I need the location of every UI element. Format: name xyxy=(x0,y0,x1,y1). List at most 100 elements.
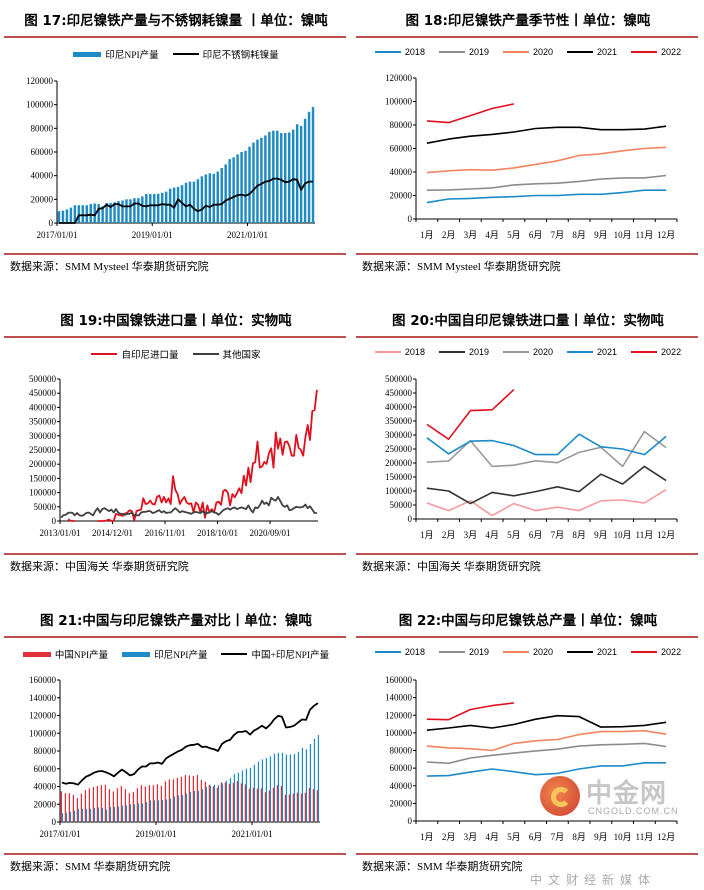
y-tick-label: 20000 xyxy=(34,799,57,809)
y-tick-label: 150000 xyxy=(385,472,413,482)
bar xyxy=(145,802,148,822)
bar xyxy=(61,813,64,822)
chart-panel-21: 图 21:中国与印尼镍铁产量对比丨单位：镍吨 中国NPI产量 印尼NPI产量 中国+… xyxy=(0,600,352,890)
bar xyxy=(276,130,279,223)
bar xyxy=(245,768,248,822)
bar xyxy=(96,786,98,822)
bar xyxy=(197,790,200,822)
bar xyxy=(204,174,208,223)
y-tick-label: 60000 xyxy=(31,147,54,157)
bar xyxy=(144,786,146,822)
bar xyxy=(145,194,148,223)
bar xyxy=(220,167,223,223)
series-line xyxy=(426,729,667,752)
bar xyxy=(60,791,62,822)
chart-title: 图 22:中国与印尼镍铁总产量丨单位：镍吨 xyxy=(398,613,658,629)
bar xyxy=(105,202,108,223)
y-tick-label: 0 xyxy=(408,816,413,826)
legend-line-swatch xyxy=(374,351,401,353)
chart-legend: 中国NPI产量 印尼NPI产量 中国+印尼NPI产量 xyxy=(0,647,352,661)
bar xyxy=(188,775,190,822)
bar xyxy=(89,808,92,822)
legend-item: 印尼不锈钢耗镍量 xyxy=(172,47,279,61)
bar xyxy=(236,154,239,223)
bar xyxy=(237,772,240,822)
bar xyxy=(304,792,306,822)
bar xyxy=(108,789,110,822)
bar xyxy=(192,181,196,223)
watermark-slogan: 中文财经新媒体 xyxy=(530,873,657,887)
legend-line-swatch xyxy=(374,651,401,653)
bar xyxy=(81,808,84,822)
bar xyxy=(249,767,252,822)
bar xyxy=(137,803,140,822)
bar xyxy=(244,150,247,223)
legend-item: 2020 xyxy=(502,47,553,57)
bar xyxy=(232,157,235,223)
y-tick-label: 60000 xyxy=(34,764,57,774)
chart-legend: 印尼NPI产量 印尼不锈钢耗镍量 xyxy=(0,47,352,61)
bar xyxy=(317,735,320,822)
bar xyxy=(69,207,73,223)
bar xyxy=(168,779,170,822)
y-tick-label: 300000 xyxy=(29,431,57,441)
legend-bar-swatch xyxy=(22,651,51,657)
bar xyxy=(172,779,174,822)
bar xyxy=(316,790,318,822)
bar xyxy=(184,182,188,223)
legend-label: 2018 xyxy=(404,647,425,657)
bar xyxy=(125,199,128,223)
y-tick-label: 300000 xyxy=(385,430,413,440)
bar xyxy=(216,787,218,822)
bar xyxy=(80,793,82,822)
bar xyxy=(305,749,308,822)
bar xyxy=(129,199,132,223)
series-line xyxy=(61,702,319,786)
bar xyxy=(292,793,294,822)
legend-line-swatch xyxy=(192,353,219,355)
x-tick-label: 2013/01/01 xyxy=(39,528,80,538)
bar xyxy=(284,133,287,223)
x-tick-label: 1月 xyxy=(420,832,434,842)
chart-legend: 自印尼进口量 其他国家 xyxy=(0,347,352,361)
bar xyxy=(125,805,128,822)
bar xyxy=(208,784,210,822)
bar xyxy=(291,129,295,223)
bar xyxy=(253,764,256,822)
legend-line-swatch xyxy=(631,651,658,653)
bar xyxy=(164,191,168,223)
bar xyxy=(160,192,164,223)
y-tick-label: 0 xyxy=(408,514,413,524)
y-tick-label: 450000 xyxy=(385,388,413,398)
x-tick-label: 10月 xyxy=(614,832,632,842)
x-tick-label: 2020/09/01 xyxy=(250,528,291,538)
bar xyxy=(117,201,120,223)
legend-item: 中国+印尼NPI产量 xyxy=(221,647,329,661)
title-divider xyxy=(4,636,346,638)
legend-label: 自印尼进口量 xyxy=(121,351,179,361)
bar xyxy=(296,792,298,822)
chart-plot: 0 50000 100000 150000 200000 250000 300000 3500… xyxy=(385,374,678,540)
bar xyxy=(81,205,85,223)
bar xyxy=(299,125,303,223)
bar xyxy=(69,811,72,822)
legend-item: 2020 xyxy=(502,647,553,657)
bar xyxy=(196,774,198,822)
y-tick-label: 0 xyxy=(52,817,57,827)
bar xyxy=(149,194,152,223)
y-tick-label: 40000 xyxy=(390,167,413,177)
bar xyxy=(301,747,304,822)
bar xyxy=(221,783,224,822)
bar xyxy=(244,784,246,822)
bar xyxy=(76,798,78,822)
bar xyxy=(177,795,180,822)
legend-item: 2021 xyxy=(567,47,617,57)
bar xyxy=(257,761,260,822)
bar xyxy=(105,809,108,822)
data-source: 数据来源：SMM Mysteel 华泰期货研究院 xyxy=(362,261,561,273)
series-line xyxy=(426,389,515,440)
legend-item: 2022 xyxy=(631,647,681,657)
bar xyxy=(297,751,300,822)
legend-line-swatch xyxy=(567,51,594,53)
x-tick-label: 1月 xyxy=(420,230,434,240)
